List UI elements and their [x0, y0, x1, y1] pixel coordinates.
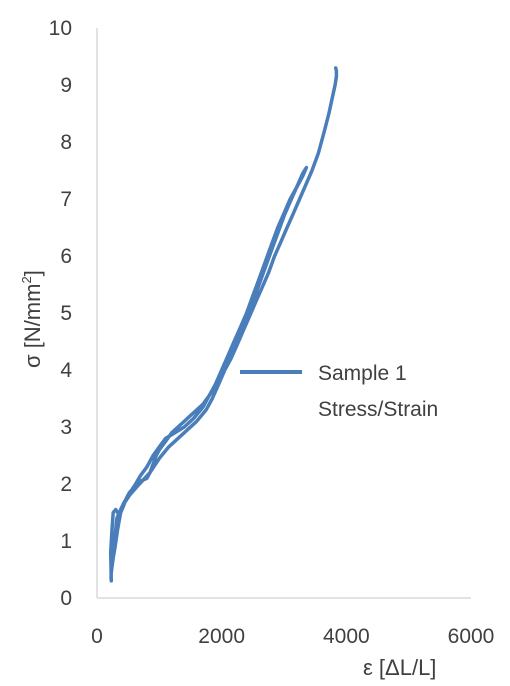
y-tick-label: 4 — [60, 359, 72, 382]
y-axis-title-close: ] — [20, 270, 45, 276]
y-tick-labels: 0 1 2 3 4 5 6 7 8 9 10 — [49, 17, 73, 610]
y-tick-label: 1 — [60, 530, 72, 553]
y-tick-label: 2 — [60, 473, 72, 496]
y-tick-label: 9 — [60, 74, 72, 97]
series-line-sample-1 — [108, 66, 339, 583]
x-tick-labels: 0 2000 4000 6000 — [91, 625, 494, 648]
y-axis-title-main: σ [N/mm — [20, 284, 45, 368]
y-tick-label: 7 — [60, 188, 72, 211]
legend-label-line1: Sample 1 — [318, 362, 407, 385]
y-tick-label: 0 — [60, 587, 72, 610]
legend-label-line2: Stress/Strain — [318, 398, 438, 421]
y-tick-label: 5 — [60, 302, 72, 325]
y-axis-title: σ [N/mm2] — [19, 270, 45, 368]
x-axis-title: ε [ΔL/L] — [363, 655, 436, 680]
legend: Sample 1 Stress/Strain — [240, 362, 438, 421]
x-tick-label: 4000 — [323, 625, 370, 648]
y-tick-label: 8 — [60, 131, 72, 154]
y-axis-title-sup: 2 — [19, 276, 34, 283]
x-tick-label: 0 — [91, 625, 103, 648]
x-tick-label: 6000 — [448, 625, 495, 648]
x-tick-label: 2000 — [198, 625, 245, 648]
axes — [96, 28, 471, 599]
y-tick-label: 6 — [60, 245, 72, 268]
plot-area — [108, 66, 339, 583]
y-tick-label: 3 — [60, 416, 72, 439]
y-tick-label: 10 — [49, 17, 72, 40]
